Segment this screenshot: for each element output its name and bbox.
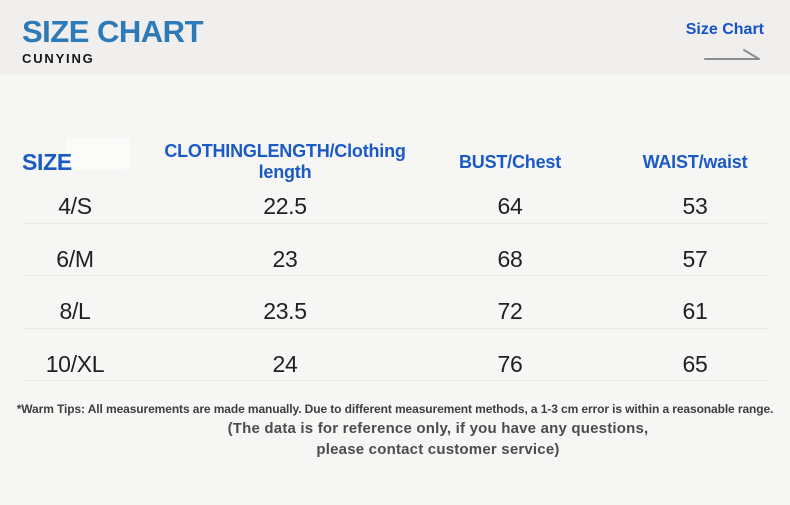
column-header-clothing-length: CLOTHINGLENGTH/Clothing length bbox=[164, 141, 406, 182]
cell-waist: 65 bbox=[682, 350, 708, 377]
cell-bust: 64 bbox=[497, 193, 523, 219]
cell-size: 6/M bbox=[56, 245, 94, 272]
size-header-highlight bbox=[66, 138, 130, 169]
page-title: SIZE CHART bbox=[22, 14, 204, 49]
cell-clothing-length: 23.5 bbox=[263, 298, 307, 324]
brand-name: CUNYING bbox=[22, 51, 95, 66]
size-chart-link[interactable]: Size Chart bbox=[685, 21, 764, 38]
size-table: SIZE CLOTHINGLENGTH/Clothing length BUST… bbox=[0, 138, 790, 458]
warm-tips-note: *Warm Tips: All measurements are made ma… bbox=[16, 402, 774, 416]
table-body: 4/S 22.5 64 53 6/M 23 68 57 8/L 23.5 72 … bbox=[0, 172, 790, 382]
cell-clothing-length: 23 bbox=[272, 245, 298, 272]
banner-titles: SIZE CHART CUNYING bbox=[22, 14, 204, 75]
header-banner: SIZE CHART CUNYING Size Chart bbox=[0, 0, 790, 75]
reference-note: (The data is for reference only, if you … bbox=[43, 420, 790, 458]
column-header-bust: BUST/Chest bbox=[458, 151, 561, 172]
cell-waist: 57 bbox=[682, 245, 708, 272]
table-row: 10/XL 24 76 65 bbox=[0, 330, 790, 383]
cell-waist: 61 bbox=[682, 298, 708, 324]
cell-bust: 72 bbox=[497, 298, 523, 324]
cell-waist: 53 bbox=[682, 193, 708, 219]
cell-size: 8/L bbox=[59, 298, 91, 324]
table-row: 4/S 22.5 64 53 bbox=[0, 172, 790, 225]
cell-clothing-length: 24 bbox=[272, 350, 298, 377]
cell-bust: 68 bbox=[497, 245, 523, 272]
reference-note-line1: (The data is for reference only, if you … bbox=[227, 420, 649, 437]
column-header-size: SIZE bbox=[22, 148, 72, 175]
cell-bust: 76 bbox=[497, 350, 523, 377]
footer-notes: *Warm Tips: All measurements are made ma… bbox=[0, 402, 790, 458]
arrow-right-icon[interactable] bbox=[704, 46, 762, 62]
cell-size: 10/XL bbox=[45, 350, 105, 377]
cell-size: 4/S bbox=[58, 193, 92, 219]
column-header-waist: WAIST/waist bbox=[642, 151, 748, 172]
cell-clothing-length: 22.5 bbox=[263, 193, 307, 219]
table-row: 6/M 23 68 57 bbox=[0, 225, 790, 278]
table-row: 8/L 23.5 72 61 bbox=[0, 277, 790, 330]
banner-link-area: Size Chart bbox=[686, 16, 764, 75]
reference-note-line2: please contact customer service) bbox=[316, 441, 560, 458]
table-header-row: SIZE CLOTHINGLENGTH/Clothing length BUST… bbox=[0, 138, 790, 182]
